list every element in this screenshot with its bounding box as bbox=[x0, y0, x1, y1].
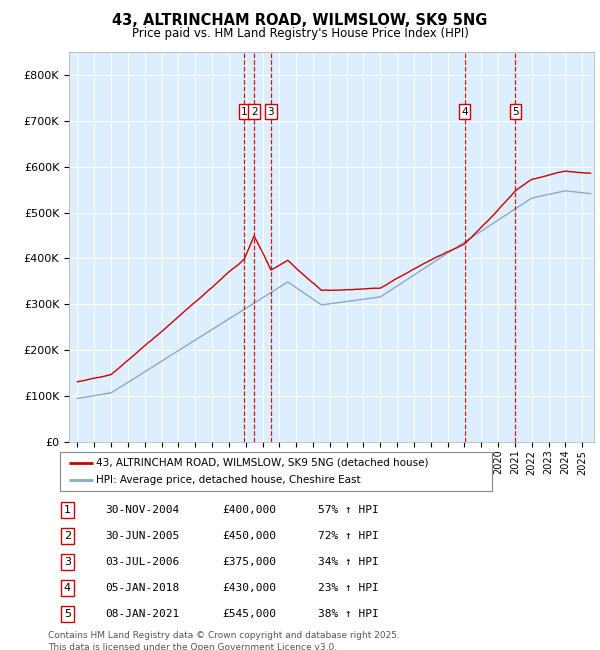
Text: 03-JUL-2006: 03-JUL-2006 bbox=[105, 557, 179, 567]
Text: £375,000: £375,000 bbox=[222, 557, 276, 567]
Text: Price paid vs. HM Land Registry's House Price Index (HPI): Price paid vs. HM Land Registry's House … bbox=[131, 27, 469, 40]
Text: 5: 5 bbox=[64, 609, 71, 619]
Text: 3: 3 bbox=[64, 557, 71, 567]
Text: 57% ↑ HPI: 57% ↑ HPI bbox=[318, 505, 379, 515]
Text: 4: 4 bbox=[64, 583, 71, 593]
Text: 2: 2 bbox=[251, 107, 257, 116]
Text: 30-NOV-2004: 30-NOV-2004 bbox=[105, 505, 179, 515]
Text: 43, ALTRINCHAM ROAD, WILMSLOW, SK9 5NG (detached house): 43, ALTRINCHAM ROAD, WILMSLOW, SK9 5NG (… bbox=[96, 458, 428, 467]
Text: 72% ↑ HPI: 72% ↑ HPI bbox=[318, 531, 379, 541]
Text: 1: 1 bbox=[64, 505, 71, 515]
Text: £545,000: £545,000 bbox=[222, 609, 276, 619]
Text: 30-JUN-2005: 30-JUN-2005 bbox=[105, 531, 179, 541]
Text: 23% ↑ HPI: 23% ↑ HPI bbox=[318, 583, 379, 593]
Text: 08-JAN-2021: 08-JAN-2021 bbox=[105, 609, 179, 619]
Text: HPI: Average price, detached house, Cheshire East: HPI: Average price, detached house, Ches… bbox=[96, 475, 361, 485]
Text: 43, ALTRINCHAM ROAD, WILMSLOW, SK9 5NG: 43, ALTRINCHAM ROAD, WILMSLOW, SK9 5NG bbox=[112, 13, 488, 28]
Text: 4: 4 bbox=[461, 107, 468, 116]
Text: £430,000: £430,000 bbox=[222, 583, 276, 593]
Text: 3: 3 bbox=[268, 107, 274, 116]
Text: 2: 2 bbox=[64, 531, 71, 541]
Text: £450,000: £450,000 bbox=[222, 531, 276, 541]
Text: Contains HM Land Registry data © Crown copyright and database right 2025.
This d: Contains HM Land Registry data © Crown c… bbox=[48, 630, 400, 650]
Text: 38% ↑ HPI: 38% ↑ HPI bbox=[318, 609, 379, 619]
Text: 34% ↑ HPI: 34% ↑ HPI bbox=[318, 557, 379, 567]
Text: £400,000: £400,000 bbox=[222, 505, 276, 515]
Text: 5: 5 bbox=[512, 107, 518, 116]
Text: 1: 1 bbox=[241, 107, 248, 116]
Text: 05-JAN-2018: 05-JAN-2018 bbox=[105, 583, 179, 593]
